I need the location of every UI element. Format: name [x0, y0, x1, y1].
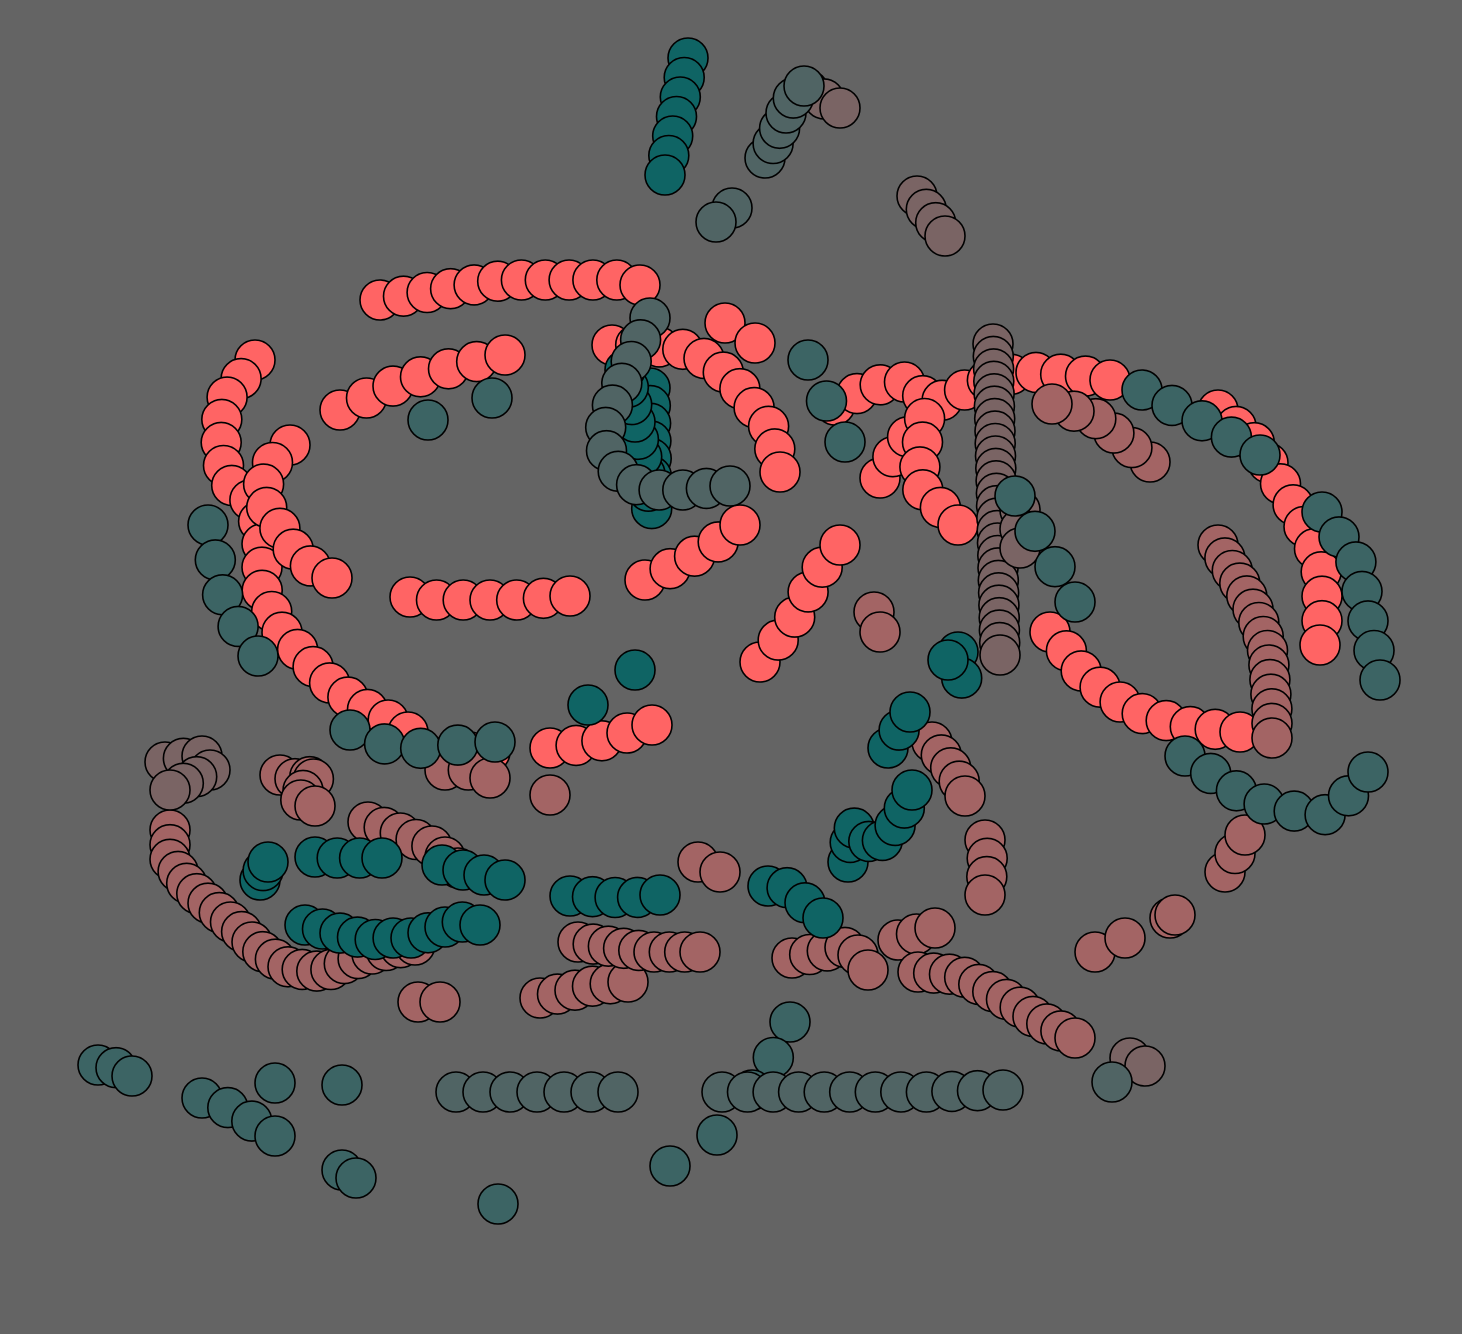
mauve-dot	[819, 87, 861, 129]
coral-dot	[704, 302, 746, 344]
dusty-rose-dot	[1104, 917, 1146, 959]
mauve-dot	[149, 769, 191, 811]
grey-teal-dot	[695, 201, 737, 243]
dark-teal-dot	[459, 904, 501, 946]
dusty-rose-dot	[419, 981, 461, 1023]
slate-teal-dot	[649, 1145, 691, 1187]
dark-teal-dot	[644, 154, 686, 196]
dark-teal-dot	[361, 837, 403, 879]
dusty-rose-dot	[679, 931, 721, 973]
slate-teal-dot	[1359, 659, 1401, 701]
dusty-rose-dot	[1054, 1017, 1096, 1059]
coral-dot	[1299, 624, 1341, 666]
slate-teal-dot	[194, 539, 237, 581]
dusty-rose-dot	[1031, 383, 1073, 425]
slate-teal-dot	[994, 475, 1036, 517]
coral-dot	[819, 524, 861, 566]
coral-dot	[937, 504, 979, 546]
grey-teal-dot	[597, 1071, 639, 1113]
dark-teal-dot	[927, 639, 969, 681]
coral-dot	[719, 504, 761, 546]
slate-teal-dot	[187, 504, 229, 546]
slate-teal-dot	[436, 724, 479, 766]
slate-teal-dot	[1054, 581, 1096, 623]
coral-dot	[311, 557, 353, 599]
dusty-rose-dot	[1251, 717, 1293, 759]
dusty-rose-dot	[847, 949, 889, 991]
coral-dot	[631, 704, 673, 746]
slate-teal-dot	[696, 1114, 738, 1156]
dusty-rose-dot	[944, 775, 986, 817]
slate-teal-dot	[471, 377, 513, 419]
mauve-dot	[924, 215, 966, 257]
slate-teal-dot	[474, 721, 516, 763]
dark-teal-dot	[802, 897, 844, 939]
coral-dot	[549, 575, 591, 617]
slate-teal-dot	[254, 1062, 296, 1104]
slate-teal-dot	[1014, 510, 1056, 553]
slate-teal-dot	[335, 1157, 377, 1199]
slate-teal-dot	[805, 380, 848, 422]
dusty-rose-dot	[964, 874, 1006, 916]
slate-teal-dot	[1034, 545, 1076, 588]
dark-teal-dot	[247, 841, 289, 883]
dusty-rose-dot	[914, 907, 956, 949]
dusty-rose-dot	[859, 611, 901, 653]
slate-teal-dot	[363, 723, 406, 765]
slate-teal-dot	[237, 635, 279, 677]
dark-teal-dot	[614, 649, 656, 691]
grey-teal-dot	[982, 1069, 1024, 1111]
slate-teal-dot	[824, 421, 866, 463]
coral-dot	[759, 451, 801, 493]
dusty-rose-dot	[469, 757, 511, 799]
mauve-dot	[979, 634, 1021, 676]
slate-teal-dot	[1239, 434, 1281, 476]
grey-teal-dot	[709, 465, 751, 507]
slate-teal-dot	[254, 1115, 296, 1157]
dark-teal-dot	[484, 859, 526, 901]
grey-teal-dot	[783, 65, 825, 107]
dark-teal-dot	[889, 691, 931, 733]
coral-dot	[484, 334, 526, 376]
slate-teal-dot	[111, 1055, 153, 1097]
slate-teal-dot	[321, 1064, 363, 1106]
slate-teal-dot	[399, 727, 442, 770]
slate-teal-dot	[769, 1001, 811, 1043]
slate-teal-dot	[1347, 751, 1389, 793]
dark-teal-dot	[639, 874, 681, 916]
dark-teal-dot	[891, 769, 933, 811]
grey-teal-dot	[1091, 1061, 1133, 1103]
slate-teal-dot	[407, 399, 449, 441]
dark-teal-dot	[567, 684, 609, 726]
slate-teal-dot	[217, 605, 259, 648]
dots-layer	[77, 37, 1401, 1225]
slate-teal-dot	[477, 1183, 519, 1225]
dusty-rose-dot	[699, 851, 741, 893]
dusty-rose-dot	[529, 774, 571, 816]
dusty-rose-dot	[1154, 894, 1196, 936]
dusty-rose-dot	[1224, 814, 1266, 856]
coral-dot	[734, 322, 776, 364]
slate-teal-dot	[787, 339, 829, 381]
dusty-rose-dot	[294, 785, 336, 827]
